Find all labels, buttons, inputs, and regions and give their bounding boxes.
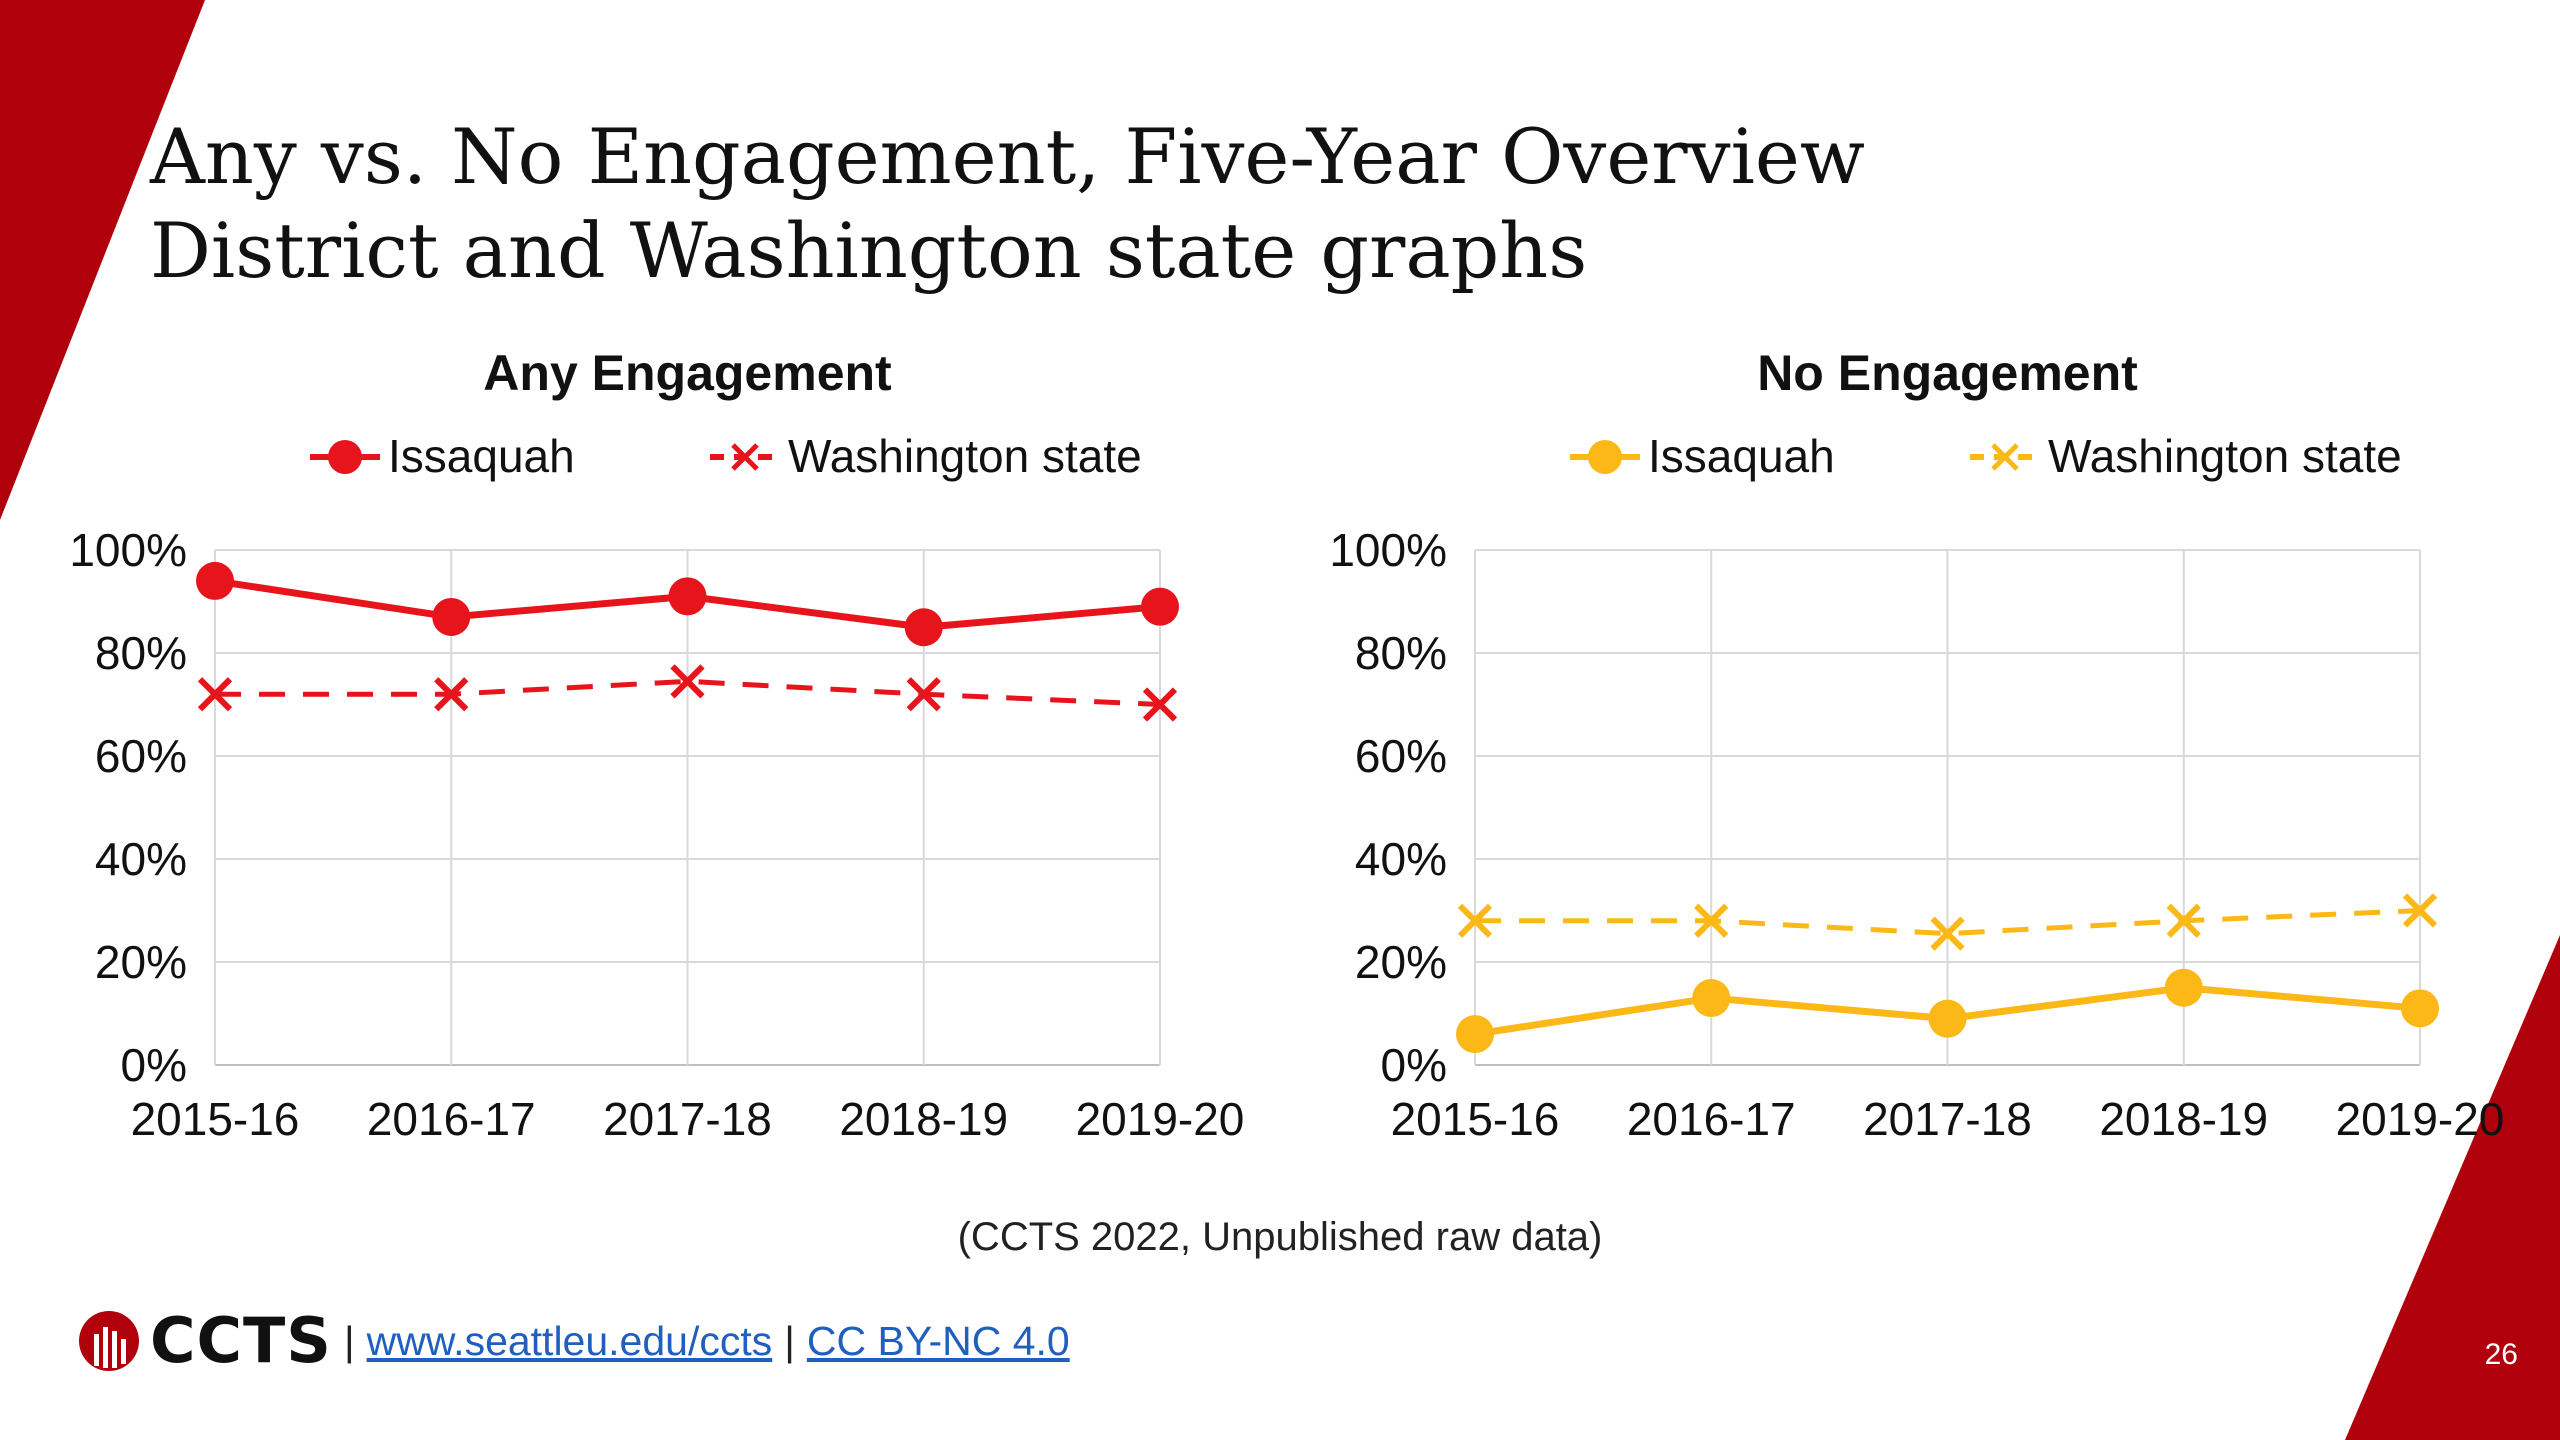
legend-item-washington-state: Washington state xyxy=(1970,430,2402,482)
data-point xyxy=(668,577,707,616)
legend-label: Issaquah xyxy=(388,430,575,482)
series-line xyxy=(1475,908,2421,937)
data-point xyxy=(670,664,705,699)
slide-title: Any vs. No Engagement, Five-Year Overvie… xyxy=(150,110,1865,298)
series-washington-state xyxy=(1457,893,2438,951)
data-point xyxy=(1142,687,1178,722)
data-point xyxy=(2402,893,2438,928)
x-tick-label: 2017-18 xyxy=(603,1093,772,1145)
data-point xyxy=(1930,916,1965,951)
data-point xyxy=(906,677,941,712)
data-point xyxy=(904,608,943,647)
data-point xyxy=(1692,979,1731,1018)
x-tick-label: 2015-16 xyxy=(1391,1093,1560,1145)
y-tick-label: 20% xyxy=(95,936,187,988)
legend-label: Washington state xyxy=(2048,430,2402,482)
any-engagement-chart: Any Engagement Issaquah Washington state 0%… xyxy=(69,345,1245,1145)
data-point xyxy=(1141,587,1179,626)
slide-title-line-1: Any vs. No Engagement, Five-Year Overvie… xyxy=(150,112,1865,201)
footer-separator: | xyxy=(784,1317,795,1364)
data-point xyxy=(1457,903,1493,938)
x-tick-label: 2017-18 xyxy=(1863,1093,2032,1145)
data-source-note: (CCTS 2022, Unpublished raw data) xyxy=(957,1215,1603,1259)
corner-accent-top-left xyxy=(0,0,205,520)
footer: CCTS | www.seattleu.edu/ccts | CC BY-NC … xyxy=(78,1310,1070,1372)
legend-item-issaquah: Issaquah xyxy=(1570,430,1835,482)
y-tick-label: 20% xyxy=(1355,936,1447,988)
data-point xyxy=(432,597,471,636)
corner-accent-bottom-right xyxy=(2345,935,2560,1440)
y-tick-label: 0% xyxy=(1381,1039,1447,1091)
y-tick-label: 60% xyxy=(1355,730,1447,782)
x-tick-label: 2019-20 xyxy=(2336,1093,2505,1145)
y-tick-label: 80% xyxy=(95,627,187,679)
chart-title: Any Engagement xyxy=(483,345,892,401)
chart-title: No Engagement xyxy=(1757,345,2138,401)
x-tick-label: 2016-17 xyxy=(1627,1093,1796,1145)
data-point xyxy=(2166,903,2201,938)
x-tick-label: 2018-19 xyxy=(2099,1093,2268,1145)
series-washington-state xyxy=(197,664,1178,722)
data-point xyxy=(434,677,469,712)
legend-marker-circle xyxy=(328,440,362,474)
footer-separator: | xyxy=(343,1317,355,1364)
y-tick-label: 0% xyxy=(121,1039,187,1091)
legend-marker-circle xyxy=(1588,440,1622,474)
y-tick-label: 60% xyxy=(95,730,187,782)
x-tick-label: 2019-20 xyxy=(1076,1093,1245,1145)
data-point xyxy=(1928,999,1967,1038)
data-point xyxy=(2401,989,2439,1028)
ccts-logo-icon xyxy=(79,1311,139,1371)
y-tick-label: 100% xyxy=(1329,524,1447,576)
ccts-logo-text: CCTS xyxy=(150,1304,332,1377)
series-issaquah xyxy=(196,561,1179,647)
legend-label: Washington state xyxy=(788,430,1142,482)
data-point xyxy=(196,561,234,600)
data-point xyxy=(2164,968,2203,1007)
slide-title-line-2: District and Washington state graphs xyxy=(150,206,1588,295)
page-number: 26 xyxy=(2484,1338,2518,1371)
y-tick-label: 80% xyxy=(1355,627,1447,679)
legend-marker-x xyxy=(1991,443,2019,471)
y-tick-label: 40% xyxy=(1355,833,1447,885)
x-tick-label: 2018-19 xyxy=(839,1093,1008,1145)
ccts-website-link[interactable]: www.seattleu.edu/ccts xyxy=(366,1317,773,1364)
series-issaquah xyxy=(1456,968,2439,1054)
x-tick-label: 2016-17 xyxy=(367,1093,536,1145)
legend-label: Issaquah xyxy=(1648,430,1835,482)
legend-item-washington-state: Washington state xyxy=(710,430,1142,482)
license-link[interactable]: CC BY-NC 4.0 xyxy=(806,1317,1070,1364)
legend-marker-x xyxy=(731,443,759,471)
x-tick-label: 2015-16 xyxy=(131,1093,300,1145)
y-tick-label: 100% xyxy=(69,524,187,576)
data-point xyxy=(1456,1015,1494,1054)
data-point xyxy=(1694,903,1729,938)
y-tick-label: 40% xyxy=(95,833,187,885)
series-line xyxy=(215,678,1161,707)
legend-item-issaquah: Issaquah xyxy=(310,430,575,482)
data-point xyxy=(197,677,233,712)
